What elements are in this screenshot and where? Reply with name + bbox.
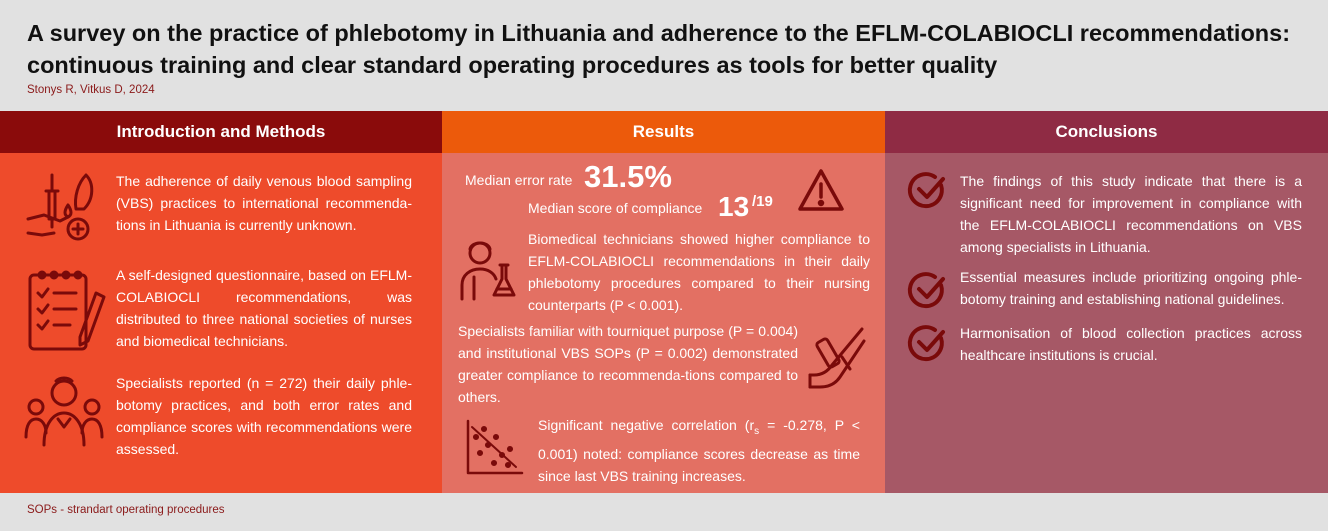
footnote: SOPs - strandart operating procedures — [27, 504, 225, 516]
questionnaire-icon — [26, 267, 108, 353]
median-compliance-value: 13 — [718, 191, 750, 222]
median-error-value: 31.5% — [584, 159, 672, 194]
compliance-total: /19 — [752, 193, 773, 210]
footer: SOPs - strandart operating procedures — [0, 493, 1328, 531]
correlation-subscript: s — [754, 425, 760, 437]
conclusion-text-1: The findings of this study indicate that… — [960, 173, 1302, 255]
intro-column: Introduction and Methods The adherence o… — [0, 111, 442, 493]
results-text-3: Significant negative correlation (rs = -… — [538, 414, 860, 487]
results-text-2: Specialists familiar with tourniquet pur… — [458, 323, 798, 405]
intro-text-3: Specialists reported (n = 272) their dai… — [116, 375, 412, 457]
conclusion-text-3: Harmonisation of blood collection practi… — [960, 325, 1302, 363]
median-compliance-label: Median score of compliance — [528, 200, 703, 216]
intro-text-2: A self-designed questionnaire, based on … — [116, 267, 412, 349]
warning-icon — [796, 167, 846, 213]
correlation-text-post: = -0.278, P < 0.001) noted: compliance s… — [538, 417, 860, 484]
correlation-text-pre: Significant negative correlation (r — [538, 417, 755, 433]
header: A survey on the practice of phlebotomy i… — [0, 0, 1328, 111]
results-text-1: Biomedical technicians showed higher com… — [528, 231, 870, 313]
results-column: Results Median error rate 31.5% Median s… — [442, 111, 885, 493]
intro-text-1: The adherence of daily venous blood samp… — [116, 173, 412, 233]
lab-technician-icon — [458, 237, 518, 303]
specialists-group-icon — [24, 375, 104, 447]
poster-title: A survey on the practice of phlebotomy i… — [27, 20, 1291, 78]
check-badge-icon — [907, 171, 947, 211]
check-badge-icon — [907, 271, 947, 311]
blood-sampling-icon — [24, 169, 104, 249]
tourniquet-arm-icon — [806, 325, 866, 391]
conclusion-text-2: Essential measures include prioritizing … — [960, 269, 1302, 307]
median-error-label: Median error rate — [465, 172, 573, 188]
authors: Stonys R, Vitkus D, 2024 — [27, 84, 155, 96]
intro-heading: Introduction and Methods — [0, 111, 442, 153]
conclusions-heading: Conclusions — [885, 111, 1328, 153]
conclusions-column: Conclusions The findings of this study i… — [885, 111, 1328, 493]
scatter-plot-icon — [464, 419, 524, 477]
results-heading: Results — [442, 111, 885, 153]
check-badge-icon — [907, 324, 947, 364]
